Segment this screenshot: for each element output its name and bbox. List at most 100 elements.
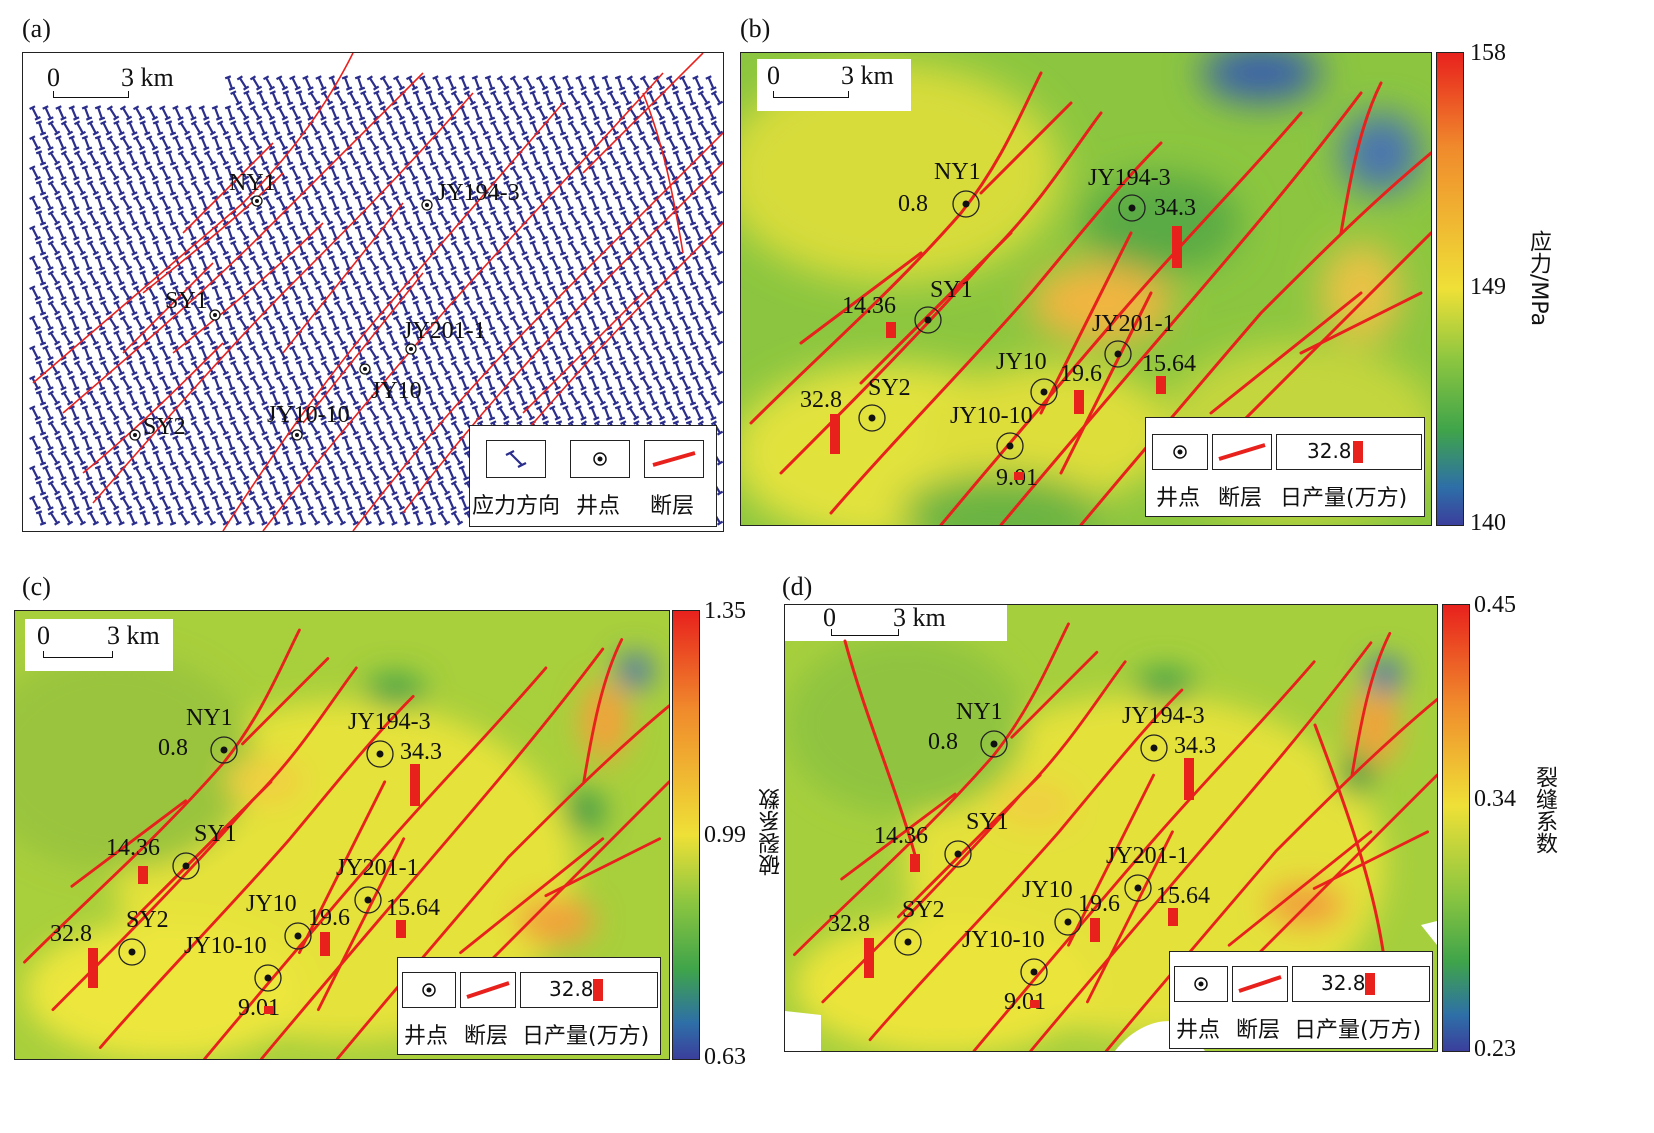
- well-marker-jy201-1: [1103, 339, 1133, 374]
- stress-direction-symbol: [665, 315, 679, 331]
- stress-direction-symbol: [458, 465, 470, 481]
- stress-direction-symbol: [588, 345, 600, 361]
- stress-direction-symbol: [614, 255, 626, 271]
- stress-direction-symbol: [282, 210, 294, 226]
- well-marker-jy10: [1029, 377, 1059, 412]
- stress-direction-symbol: [450, 330, 464, 346]
- stress-direction-symbol: [81, 345, 93, 361]
- stress-direction-symbol: [633, 90, 645, 106]
- stress-direction-symbol: [529, 240, 541, 256]
- stress-direction-symbol: [710, 330, 723, 346]
- extra-fault-lines: [843, 639, 1387, 967]
- stress-direction-symbol: [177, 420, 191, 436]
- legend-well-swatch: [402, 972, 456, 1008]
- stress-direction-symbol: [437, 510, 451, 526]
- stress-direction-symbol: [262, 105, 276, 121]
- stress-direction-symbol: [106, 375, 120, 391]
- stress-direction-symbol: [159, 495, 171, 511]
- stress-direction-symbol: [633, 270, 645, 286]
- stress-direction-symbol: [484, 225, 496, 241]
- production-value-jy194-3: 34.3: [1154, 195, 1196, 221]
- stress-direction-symbol: [224, 105, 236, 121]
- stress-direction-symbol: [542, 270, 554, 286]
- stress-direction-symbol: [685, 270, 697, 286]
- stress-direction-symbol: [379, 165, 393, 181]
- stress-direction-symbol: [432, 105, 444, 121]
- legend-production-swatch: 32.8: [520, 972, 658, 1008]
- stress-direction-symbol: [437, 150, 451, 166]
- legend-well-label: 井点: [1156, 486, 1201, 511]
- stress-direction-symbol: [405, 165, 419, 181]
- scale-bar: 0 3 km: [757, 59, 911, 111]
- stress-direction-symbol: [42, 285, 54, 301]
- production-bar-sy1: [910, 854, 920, 872]
- stress-direction-symbol: [307, 240, 321, 256]
- stress-direction-symbol: [496, 285, 510, 301]
- stress-direction-symbol: [710, 420, 723, 436]
- stress-direction-symbol: [659, 360, 671, 376]
- stress-direction-symbol: [94, 435, 106, 451]
- stress-direction-symbol: [236, 255, 250, 271]
- stress-direction-symbol: [60, 300, 74, 316]
- stress-direction-symbol: [522, 285, 536, 301]
- stress-direction-symbol: [47, 150, 61, 166]
- stress-direction-symbol: [55, 405, 67, 421]
- stress-direction-symbol: [60, 240, 74, 256]
- stress-direction-symbol: [172, 165, 184, 181]
- production-value-sy2: 32.8: [828, 911, 870, 937]
- stress-direction-symbol: [282, 450, 294, 466]
- stress-direction-symbol: [185, 165, 197, 181]
- stress-direction-symbol: [230, 480, 242, 496]
- stress-direction-symbol: [132, 195, 146, 211]
- stress-direction-symbol: [249, 135, 263, 151]
- stress-direction-symbol: [490, 150, 502, 166]
- stress-direction-symbol: [425, 330, 437, 346]
- stress-direction-symbol: [575, 345, 587, 361]
- stress-direction-symbol: [659, 330, 671, 346]
- colorbar-b: [1436, 52, 1464, 526]
- stress-direction-symbol: [386, 450, 398, 466]
- stress-direction-symbol: [379, 195, 393, 211]
- stress-direction-symbol: [47, 270, 61, 286]
- stress-direction-symbol: [354, 315, 366, 331]
- panel-a-svg: [29, 53, 723, 531]
- stress-direction-symbol: [562, 345, 574, 361]
- stress-direction-symbol: [399, 420, 411, 436]
- stress-direction-symbol: [106, 285, 120, 301]
- stress-direction-symbol: [445, 495, 457, 511]
- stress-direction-symbol: [68, 435, 80, 451]
- stress-direction-symbol: [35, 300, 47, 316]
- stress-direction-symbol: [665, 285, 679, 301]
- stress-direction-symbol: [606, 330, 620, 346]
- stress-direction-symbol: [203, 240, 217, 256]
- stress-direction-symbol: [476, 150, 490, 166]
- stress-direction-symbol: [35, 150, 47, 166]
- stress-direction-symbol: [620, 270, 632, 286]
- stress-direction-symbol: [145, 255, 159, 271]
- legend-fault-swatch: [1232, 966, 1288, 1002]
- stress-direction-symbol: [614, 75, 626, 91]
- stress-direction-symbol: [419, 345, 431, 361]
- stress-direction-symbol: [113, 330, 125, 346]
- well-label-ny1: NY1: [229, 170, 276, 196]
- stress-direction-symbol: [145, 165, 159, 181]
- stress-direction-symbol: [139, 180, 151, 196]
- stress-direction-symbol: [432, 165, 444, 181]
- stress-direction-symbol: [185, 465, 197, 481]
- stress-direction-symbol: [29, 465, 41, 481]
- production-bar-sy2: [88, 948, 98, 988]
- stress-direction-symbol: [626, 105, 640, 121]
- stress-direction-symbol: [672, 150, 684, 166]
- stress-direction-symbol: [419, 225, 431, 241]
- stress-direction-symbol: [405, 255, 419, 271]
- stress-direction-symbol: [203, 150, 217, 166]
- stress-direction-symbol: [185, 135, 197, 151]
- stress-direction-symbol: [320, 210, 334, 226]
- stress-direction-symbol: [106, 345, 120, 361]
- stress-direction-symbol: [249, 255, 263, 271]
- stress-direction-symbol: [165, 480, 177, 496]
- stress-direction-symbol: [243, 450, 255, 466]
- stress-direction-symbol: [522, 195, 536, 211]
- stress-direction-symbol: [295, 150, 307, 166]
- stress-direction-symbol: [262, 375, 276, 391]
